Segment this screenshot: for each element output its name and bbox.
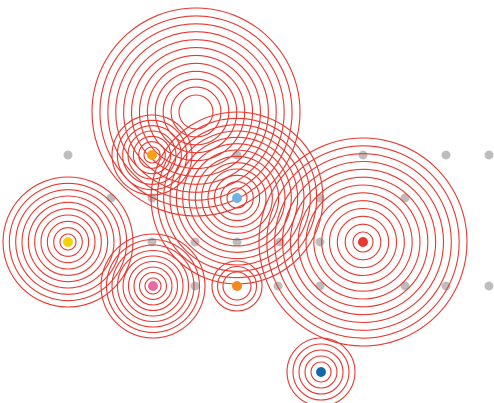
ring xyxy=(59,233,77,251)
ring xyxy=(21,195,115,289)
grid-dot xyxy=(190,281,200,291)
ring xyxy=(111,244,195,328)
ring xyxy=(313,192,413,292)
ripple-lower-center-small-center-dot xyxy=(232,281,242,291)
ring xyxy=(286,337,356,403)
ring xyxy=(116,249,190,323)
ring xyxy=(143,146,161,164)
ring xyxy=(131,47,261,177)
ring xyxy=(40,214,96,270)
ring xyxy=(116,119,188,191)
ripple-center xyxy=(150,111,324,285)
ring xyxy=(138,271,168,301)
ring xyxy=(321,200,405,284)
ring xyxy=(289,168,437,316)
grid-dot xyxy=(400,281,410,291)
grid-dot xyxy=(484,150,494,160)
ring xyxy=(105,238,201,334)
grid-dot xyxy=(315,237,325,247)
ring xyxy=(297,176,429,308)
ring xyxy=(53,227,83,257)
ring xyxy=(292,343,350,401)
grid-dot xyxy=(484,281,494,291)
ring xyxy=(123,39,269,185)
ring xyxy=(226,187,248,209)
ripple-bottom xyxy=(286,337,356,403)
ring xyxy=(99,15,293,209)
ring xyxy=(281,160,445,324)
ring xyxy=(213,174,261,222)
ripple-lower-left xyxy=(100,233,206,339)
ring xyxy=(211,260,263,312)
ring xyxy=(194,155,280,241)
ring xyxy=(207,168,267,228)
ripple-center-center-dot xyxy=(232,193,242,203)
ring xyxy=(127,260,179,312)
ring xyxy=(132,135,172,175)
ring xyxy=(100,233,206,339)
ring xyxy=(328,207,398,277)
ring xyxy=(15,189,121,295)
ring xyxy=(175,136,299,260)
grid-dot xyxy=(400,193,410,203)
ring xyxy=(344,223,382,261)
ring xyxy=(138,54,254,170)
ring xyxy=(220,181,254,215)
ripple-right-large-center-dot xyxy=(358,237,368,247)
ring xyxy=(305,184,421,300)
ring xyxy=(8,182,128,302)
ring xyxy=(169,130,305,266)
ripple-rings xyxy=(2,7,468,403)
ripple-upper-left-small-center-dot xyxy=(147,150,157,160)
ripple-left-center-dot xyxy=(63,237,73,247)
ring xyxy=(201,162,273,234)
ripple-upper-left-small xyxy=(111,114,193,196)
ripple-right-large xyxy=(258,137,468,347)
ring xyxy=(46,220,90,264)
grid-dot xyxy=(63,150,73,160)
ring xyxy=(138,141,166,169)
ring xyxy=(222,271,252,301)
ring xyxy=(133,266,173,306)
ring xyxy=(156,117,318,279)
ring xyxy=(216,265,258,307)
ripple-centers xyxy=(63,150,368,377)
ring xyxy=(127,130,177,180)
grid-dots xyxy=(63,150,494,291)
grid-dot xyxy=(441,150,451,160)
ring xyxy=(182,143,292,253)
ring xyxy=(188,149,286,247)
ring xyxy=(111,114,193,196)
ring xyxy=(34,208,102,276)
ring xyxy=(258,137,468,347)
ring xyxy=(122,255,184,317)
ring xyxy=(163,124,311,272)
ripple-bottom-center-dot xyxy=(316,367,326,377)
grid-dot xyxy=(358,150,368,160)
ring xyxy=(274,153,452,331)
grid-dot xyxy=(106,193,116,203)
ripple-left xyxy=(2,176,134,308)
grid-dot xyxy=(232,150,242,160)
ring xyxy=(310,361,332,383)
ring xyxy=(2,176,134,308)
ring xyxy=(144,277,162,295)
ring xyxy=(298,349,344,395)
ring xyxy=(266,145,460,339)
ring xyxy=(336,215,390,269)
ring xyxy=(107,23,285,201)
grid-dot xyxy=(232,237,242,247)
ripple-lower-left-center-dot xyxy=(148,281,158,291)
ring xyxy=(304,355,338,389)
ring xyxy=(178,94,214,130)
ring xyxy=(352,231,374,253)
grid-dot xyxy=(275,237,285,247)
ripple-lower-center-small xyxy=(211,260,263,312)
ring xyxy=(91,7,301,217)
ring xyxy=(27,201,109,283)
grid-dot xyxy=(441,281,451,291)
